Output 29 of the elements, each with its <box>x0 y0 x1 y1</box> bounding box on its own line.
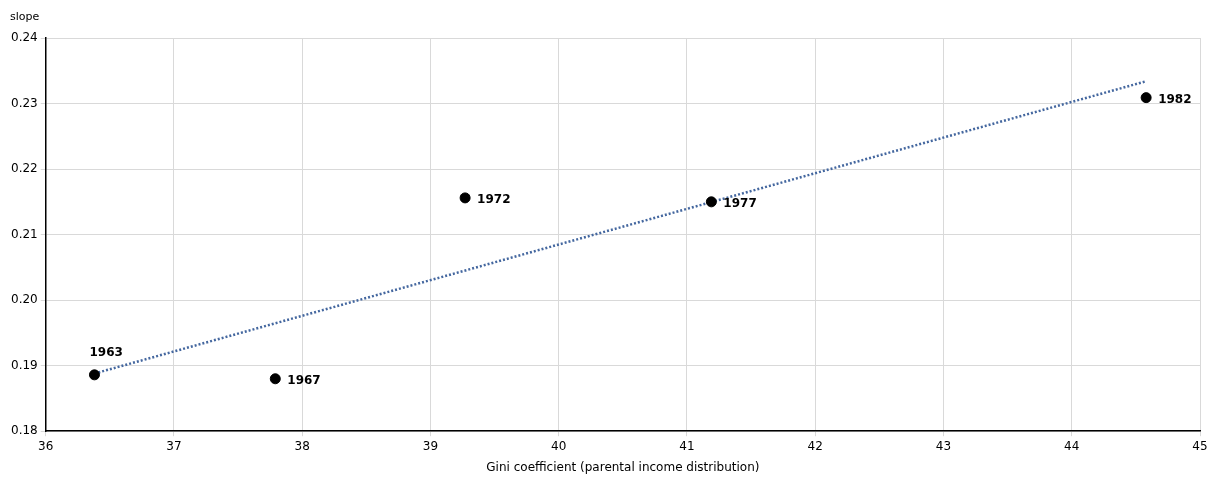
x-tick-label: 39 <box>422 438 439 453</box>
x-tick-label: 44 <box>1064 438 1080 453</box>
x-tick-label: 43 <box>935 438 952 453</box>
x-tick-label: 41 <box>679 438 695 453</box>
point <box>459 192 471 204</box>
y-tick-label: 0.18 <box>11 423 38 438</box>
x-tick-label: 37 <box>166 438 182 453</box>
x-tick-label: 40 <box>551 438 567 453</box>
annotation: 1982 <box>1158 91 1192 106</box>
x-tick-label: 36 <box>38 438 54 453</box>
y-axis-title: slope <box>10 10 40 24</box>
x-axis-title: Gini coefficient (parental income distribution) <box>486 459 760 474</box>
y-tick-label: 0.24 <box>11 30 38 45</box>
annotation: 1977 <box>723 195 757 210</box>
x-tick-label: 38 <box>294 438 310 453</box>
y-tick-label: 0.21 <box>11 226 38 241</box>
point <box>705 196 717 208</box>
y-tick-label: 0.20 <box>11 292 38 307</box>
point <box>269 373 281 385</box>
annotation: 1963 <box>89 344 123 359</box>
x-tick-label: 42 <box>807 438 823 453</box>
annotation: 1967 <box>287 372 321 387</box>
y-tick-label: 0.23 <box>11 95 38 110</box>
annotation: 1972 <box>477 192 511 207</box>
y-tick-label: 0.22 <box>11 161 38 176</box>
x-tick-label: 45 <box>1192 438 1208 453</box>
y-tick-label: 0.19 <box>11 357 38 372</box>
point <box>1140 92 1152 104</box>
point <box>88 369 100 381</box>
